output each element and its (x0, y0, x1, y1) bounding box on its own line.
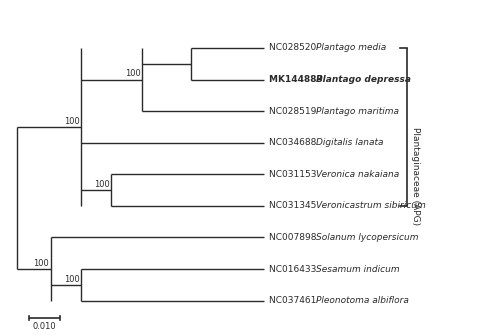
Text: Digitalis lanata: Digitalis lanata (316, 138, 384, 147)
Text: Plantaginaceae (APG): Plantaginaceae (APG) (411, 127, 420, 225)
Text: 100: 100 (64, 275, 80, 284)
Text: Sesamum indicum: Sesamum indicum (316, 264, 400, 274)
Text: Plantago depressa: Plantago depressa (316, 75, 411, 84)
Text: NC016433: NC016433 (269, 264, 320, 274)
Text: NC037461: NC037461 (269, 296, 320, 305)
Text: Plantago maritima: Plantago maritima (316, 107, 399, 116)
Text: Pleonotoma albiflora: Pleonotoma albiflora (316, 296, 409, 305)
Text: NC034688: NC034688 (269, 138, 320, 147)
Text: Solanum lycopersicum: Solanum lycopersicum (316, 233, 418, 242)
Text: NC031153: NC031153 (269, 170, 320, 179)
Text: NC031345: NC031345 (269, 201, 320, 210)
Text: Plantago media: Plantago media (316, 43, 386, 52)
Text: 100: 100 (64, 117, 80, 126)
Text: Veronica nakaiana: Veronica nakaiana (316, 170, 400, 179)
Text: 100: 100 (94, 180, 110, 189)
Text: 100: 100 (124, 69, 140, 78)
Text: Veronicastrum sibiricum: Veronicastrum sibiricum (316, 201, 426, 210)
Text: 100: 100 (34, 259, 49, 268)
Text: NC028520: NC028520 (269, 43, 319, 52)
Text: NC007898: NC007898 (269, 233, 320, 242)
Text: NC028519: NC028519 (269, 107, 320, 116)
Text: MK144883: MK144883 (269, 75, 326, 84)
Text: 0.010: 0.010 (32, 322, 56, 331)
